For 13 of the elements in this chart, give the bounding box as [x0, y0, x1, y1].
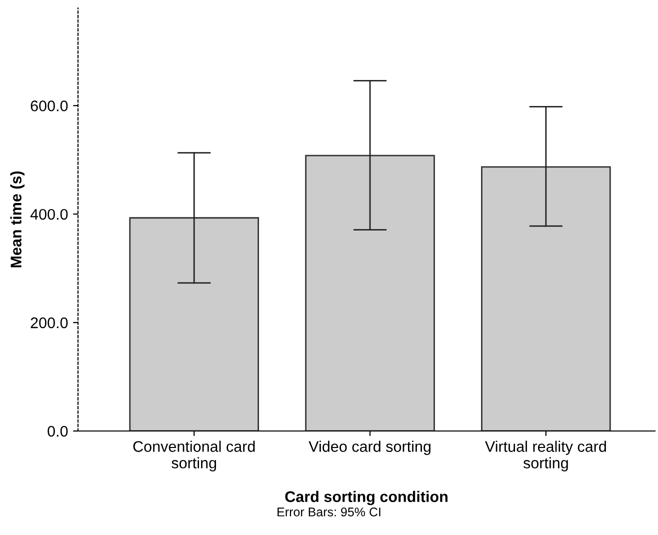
x-axis-title: Card sorting condition — [285, 490, 448, 506]
y-tick-label: 400.0 — [30, 208, 68, 220]
bar — [129, 217, 260, 431]
bar — [481, 166, 611, 431]
x-tick-label: Conventional card sorting — [133, 440, 255, 472]
y-tick-label: 0.0 — [48, 426, 68, 437]
y-tick-label: 200.0 — [30, 317, 68, 328]
bar — [305, 154, 435, 431]
text: Error Bars: 95% CI — [278, 508, 380, 516]
y-axis-title: Mean time (s) — [10, 171, 24, 268]
x-tick-label: Video card sorting — [308, 440, 430, 455]
x-tick-label: Virtual reality card sorting — [485, 440, 606, 472]
y-tick-label: 600.0 — [30, 100, 68, 112]
